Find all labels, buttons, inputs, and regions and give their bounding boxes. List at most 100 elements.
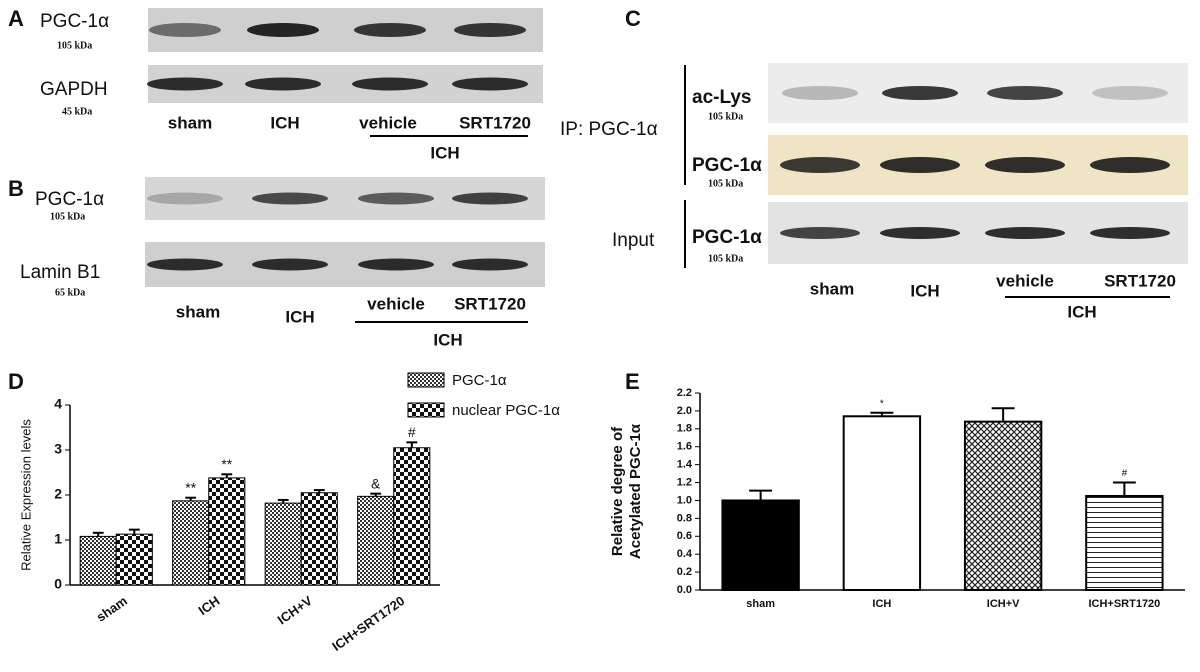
bar [393,447,431,586]
y-tick-label: 1.2 [677,476,692,488]
x-tick-label: sham [94,593,130,625]
protein-label: PGC-1α [40,11,109,32]
blot-band [358,192,434,205]
y-tick-label: 0.4 [677,548,693,560]
bar [300,492,338,586]
significance-label: & [371,475,381,491]
legend-label: PGC-1α [452,372,507,389]
blot-band [354,23,426,37]
ip-label: IP: PGC-1α [560,119,658,140]
blot-strip [768,63,1188,123]
y-tick-label: 1.4 [677,459,693,471]
significance-label: ** [221,456,232,472]
lane-label: sham [176,302,220,321]
y-axis-label: Relative degree of [609,426,626,556]
protein-label: PGC-1α [692,227,762,248]
blot-band [987,86,1063,100]
significance-label: ** [185,479,196,495]
bar [115,533,153,586]
bar [721,499,800,592]
size-label: 105 kDa [708,253,743,264]
lane-label: vehicle [996,271,1054,290]
bar [842,415,922,592]
blot-band [452,192,528,205]
blot-band [1090,157,1170,173]
size-label: 105 kDa [708,178,743,189]
size-label: 105 kDa [57,40,92,51]
legend-swatch [407,372,445,388]
lane-label: sham [810,279,854,298]
blot-band [780,227,860,239]
lane-label: vehicle [367,294,425,313]
group-label: ICH [430,143,459,162]
blot-band [452,77,528,91]
blot-band [1092,86,1168,100]
blot-band [352,77,428,91]
bar [357,495,395,586]
bar [264,502,302,586]
significance-label: # [1122,468,1128,479]
x-tick-label: ICH [195,593,222,618]
protein-label: GAPDH [40,79,108,100]
lane-label: vehicle [359,113,417,132]
blot-band [147,192,223,205]
x-tick-label: ICH+SRT1720 [329,593,407,654]
blot-band [252,258,328,271]
protein-label: PGC-1α [35,189,104,210]
blot-band [147,258,223,271]
blot-band [782,86,858,100]
blot-band [985,227,1065,239]
bar [1085,494,1164,591]
size-label: 105 kDa [708,111,743,122]
bar [963,420,1043,591]
lane-label: SRT1720 [454,294,526,313]
panel-label: C [625,6,641,31]
panel-label: E [625,369,640,394]
panel-label: D [8,369,24,394]
y-axis-label: Relative Expression levels [18,419,33,571]
blot-band [147,77,223,91]
y-tick-label: 2.0 [677,405,692,417]
y-tick-label: 0.0 [677,584,692,596]
y-tick-label: 1 [54,531,62,547]
lane-label: sham [168,113,212,132]
panel-label: A [8,6,24,31]
y-tick-label: 0 [54,576,62,592]
blot-band [880,227,960,239]
lane-label: ICH [285,307,314,326]
protein-label: Lamin B1 [20,262,100,283]
group-label: ICH [433,330,462,349]
size-label: 45 kDa [62,106,92,117]
blot-band [985,157,1065,173]
blot-band [252,192,328,205]
bar [79,535,117,586]
significance-label: # [408,424,416,440]
legend-swatch [407,402,445,418]
x-tick-label: sham [746,598,775,610]
blot-band [247,23,319,37]
y-tick-label: 1.0 [677,494,692,506]
y-tick-label: 1.6 [677,441,692,453]
protein-label: ac-Lys [692,87,752,108]
bar [172,500,210,586]
blot-band [1090,227,1170,239]
lane-label: SRT1720 [459,113,531,132]
lane-label: ICH [910,281,939,300]
y-tick-label: 2.2 [677,387,692,399]
x-tick-label: ICH+V [987,598,1020,610]
y-tick-label: 3 [54,441,62,457]
significance-label: * [880,398,884,409]
panel-label: B [8,176,24,201]
size-label: 65 kDa [55,287,85,298]
y-tick-label: 0.6 [677,530,692,542]
charts: D Relative Expression levels 0 1 2 3 4 sham ICH *… [8,369,1185,654]
y-tick-label: 0.8 [677,512,692,524]
group-label: ICH [1067,302,1096,321]
x-tick-label: ICH [872,598,891,610]
x-tick-label: ICH+V [275,593,316,628]
bar [208,477,246,586]
blot-band [358,258,434,271]
blots [145,8,1188,287]
y-tick-label: 1.8 [677,423,692,435]
